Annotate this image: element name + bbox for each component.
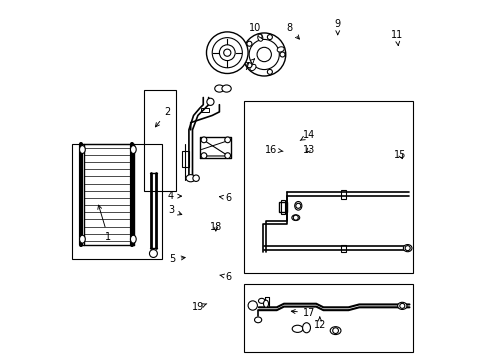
Ellipse shape — [294, 202, 301, 210]
Circle shape — [280, 52, 285, 57]
Circle shape — [267, 35, 272, 40]
Bar — [341, 244, 345, 252]
Ellipse shape — [249, 64, 255, 71]
Text: 8: 8 — [285, 23, 299, 39]
Ellipse shape — [222, 85, 231, 92]
Circle shape — [242, 33, 285, 76]
Text: 11: 11 — [390, 30, 402, 46]
Circle shape — [206, 32, 247, 73]
Ellipse shape — [130, 145, 136, 153]
Ellipse shape — [80, 145, 85, 153]
Text: 13: 13 — [302, 144, 315, 154]
Text: 6: 6 — [219, 193, 231, 203]
Text: 4: 4 — [167, 191, 181, 201]
Ellipse shape — [397, 302, 406, 310]
Circle shape — [224, 153, 230, 158]
Bar — [341, 190, 345, 199]
Ellipse shape — [292, 325, 303, 332]
Text: 7: 7 — [243, 59, 254, 72]
Text: 5: 5 — [169, 254, 185, 264]
Bar — [144, 90, 176, 191]
Text: 2: 2 — [155, 107, 170, 127]
Ellipse shape — [185, 175, 195, 182]
Circle shape — [332, 328, 338, 333]
Text: 17: 17 — [291, 308, 315, 318]
Text: 10: 10 — [248, 23, 262, 39]
Ellipse shape — [291, 215, 299, 221]
Text: 19: 19 — [191, 302, 206, 312]
Circle shape — [223, 49, 230, 56]
Ellipse shape — [329, 327, 340, 334]
Ellipse shape — [258, 298, 264, 303]
Circle shape — [295, 203, 300, 208]
Circle shape — [149, 249, 157, 257]
Circle shape — [246, 63, 251, 68]
Circle shape — [212, 38, 242, 68]
Text: 9: 9 — [334, 19, 340, 35]
Text: 15: 15 — [393, 150, 406, 160]
Ellipse shape — [403, 244, 411, 252]
Circle shape — [201, 153, 206, 158]
Ellipse shape — [277, 47, 284, 52]
Circle shape — [405, 246, 409, 251]
Bar — [182, 151, 188, 167]
Circle shape — [219, 45, 235, 60]
Ellipse shape — [254, 317, 261, 323]
Ellipse shape — [130, 235, 136, 243]
Bar — [72, 144, 162, 259]
Bar — [279, 202, 286, 212]
Circle shape — [293, 215, 298, 220]
Circle shape — [246, 41, 251, 46]
Circle shape — [224, 137, 230, 143]
Bar — [244, 284, 412, 352]
Text: 14: 14 — [300, 130, 315, 140]
Ellipse shape — [214, 85, 224, 92]
Circle shape — [257, 47, 271, 62]
Text: 6: 6 — [219, 272, 231, 282]
Text: 3: 3 — [167, 206, 182, 216]
Ellipse shape — [302, 323, 310, 333]
Ellipse shape — [257, 34, 263, 41]
Circle shape — [192, 175, 199, 181]
Text: 18: 18 — [209, 222, 222, 231]
Bar — [281, 200, 285, 214]
Circle shape — [247, 301, 257, 310]
Circle shape — [201, 137, 206, 143]
Bar — [201, 108, 208, 112]
Ellipse shape — [263, 300, 268, 307]
Circle shape — [206, 98, 214, 105]
Text: 12: 12 — [313, 317, 325, 330]
Bar — [244, 101, 412, 273]
Ellipse shape — [80, 235, 85, 243]
Circle shape — [249, 40, 279, 69]
Circle shape — [267, 69, 272, 75]
Text: 16: 16 — [264, 144, 283, 154]
Circle shape — [399, 303, 404, 309]
Text: 1: 1 — [98, 205, 111, 242]
